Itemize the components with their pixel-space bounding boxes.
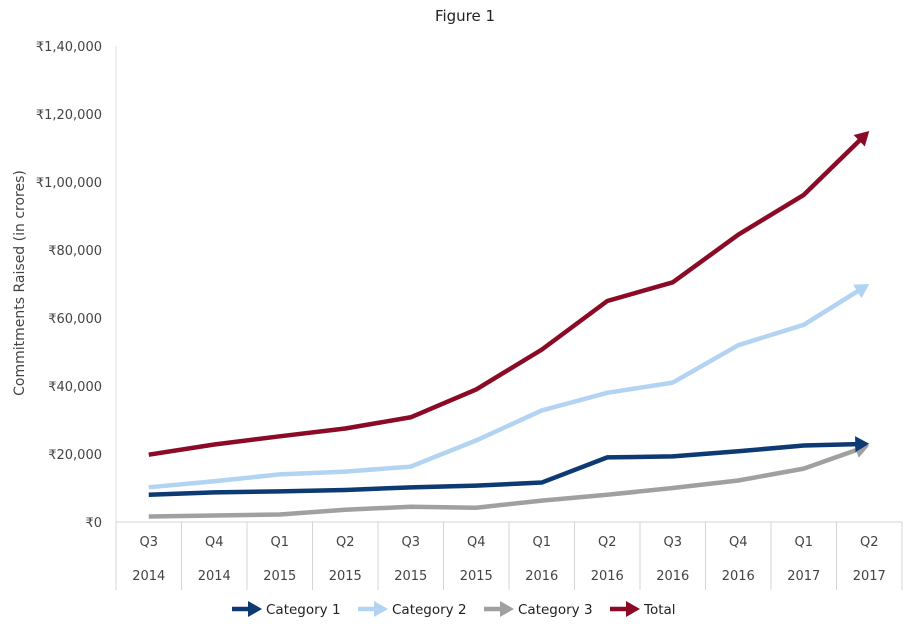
series-arrowhead-category-2 bbox=[853, 284, 870, 299]
x-tick-year: 2015 bbox=[460, 569, 493, 584]
legend-label: Category 1 bbox=[266, 602, 341, 618]
legend-item: Total bbox=[610, 601, 676, 618]
y-tick-labels: ₹0 ₹20,000 ₹40,000 ₹60,000 ₹80,000 ₹1,00,000 ₹… bbox=[36, 40, 102, 531]
legend-item: Category 2 bbox=[358, 601, 467, 618]
legend-label: Category 2 bbox=[392, 602, 467, 618]
legend-label: Total bbox=[643, 602, 676, 618]
legend-arrow-icon bbox=[374, 601, 388, 617]
legend-arrow-icon bbox=[500, 601, 514, 617]
y-tick-label: ₹20,000 bbox=[48, 448, 102, 463]
x-tick-year: 2017 bbox=[787, 569, 820, 584]
series-line-category-2 bbox=[148, 288, 861, 490]
series-line-category-1 bbox=[148, 441, 858, 498]
series-arrowhead-category-1 bbox=[855, 436, 870, 453]
x-tick-quarter: Q4 bbox=[467, 535, 486, 550]
y-tick-label: ₹40,000 bbox=[48, 380, 102, 395]
x-tick-quarter: Q2 bbox=[598, 535, 617, 550]
series-line-total bbox=[148, 137, 863, 457]
x-tick-year: 2016 bbox=[656, 569, 689, 584]
series-line-category-3 bbox=[148, 447, 859, 519]
x-tick-year: 2016 bbox=[591, 569, 624, 584]
y-axis-label: Commitments Raised (in crores) bbox=[12, 170, 28, 396]
x-axis-category-table: Q3 2014 Q4 2014 Q1 2015 Q2 2015 Q3 2015 Q4 2015 Q1 20… bbox=[115, 521, 903, 590]
legend-label: Category 3 bbox=[518, 602, 593, 618]
x-tick-year: 2014 bbox=[198, 569, 231, 584]
y-tick-label: ₹60,000 bbox=[48, 312, 102, 327]
legend-arrow-icon bbox=[626, 601, 640, 617]
x-tick-quarter: Q4 bbox=[205, 535, 224, 550]
y-tick-label: ₹1,00,000 bbox=[36, 176, 102, 191]
x-tick-quarter: Q3 bbox=[139, 535, 158, 550]
y-tick-label: ₹1,40,000 bbox=[36, 40, 102, 55]
x-tick-year: 2015 bbox=[394, 569, 427, 584]
x-tick-quarter: Q1 bbox=[794, 535, 813, 550]
x-tick-year: 2016 bbox=[722, 569, 755, 584]
y-tick-label: ₹1,20,000 bbox=[36, 108, 102, 123]
series-arrowhead-total bbox=[853, 131, 870, 147]
y-tick-label: ₹0 bbox=[85, 516, 102, 531]
x-tick-year: 2017 bbox=[853, 569, 886, 584]
x-tick-quarter: Q4 bbox=[729, 535, 748, 550]
series-lines bbox=[148, 131, 870, 519]
legend-item: Category 3 bbox=[484, 601, 593, 618]
x-tick-quarter: Q2 bbox=[336, 535, 355, 550]
x-tick-quarter: Q3 bbox=[401, 535, 420, 550]
legend-item: Category 1 bbox=[232, 601, 341, 618]
x-tick-year: 2014 bbox=[132, 569, 165, 584]
x-tick-quarter: Q3 bbox=[663, 535, 682, 550]
x-tick-year: 2015 bbox=[329, 569, 362, 584]
legend-arrow-icon bbox=[248, 601, 262, 617]
x-tick-quarter: Q1 bbox=[532, 535, 551, 550]
x-tick-quarter: Q1 bbox=[270, 535, 289, 550]
y-tick-label: ₹80,000 bbox=[48, 244, 102, 259]
x-tick-year: 2015 bbox=[263, 569, 296, 584]
x-tick-year: 2016 bbox=[525, 569, 558, 584]
chart-title: Figure 1 bbox=[435, 7, 495, 25]
legend: Category 1 Category 2 Category 3 Total bbox=[232, 601, 676, 618]
x-tick-quarter: Q2 bbox=[860, 535, 879, 550]
